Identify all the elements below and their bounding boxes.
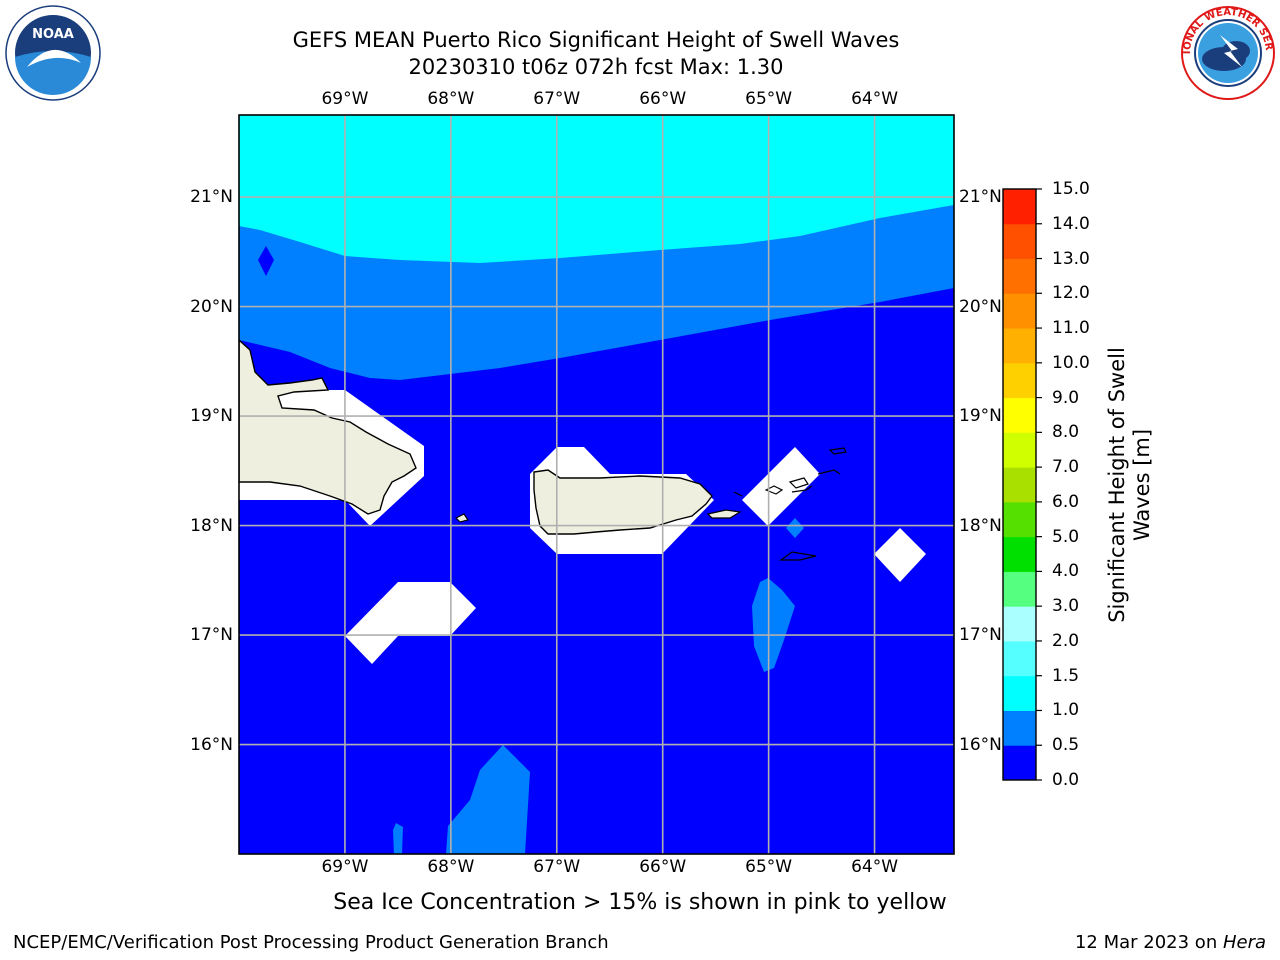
colorbar-bin bbox=[1003, 258, 1036, 294]
colorbar-tick-label: 1.0 bbox=[1052, 700, 1080, 721]
footer-date: 12 Mar 2023 on Hera bbox=[1075, 932, 1266, 953]
colorbar-tick-label: 11.0 bbox=[1052, 318, 1090, 339]
lat-label-left: 20°N bbox=[190, 296, 233, 317]
grid bbox=[239, 115, 954, 854]
land-mona-island bbox=[454, 513, 469, 523]
lat-label-right: 21°N bbox=[959, 187, 1002, 208]
swell-patch bbox=[258, 246, 274, 276]
colorbar-bin bbox=[1003, 432, 1036, 468]
colorbar-bin bbox=[1003, 571, 1036, 607]
lat-label-left: 16°N bbox=[190, 734, 233, 755]
colorbar-bin bbox=[1003, 536, 1036, 572]
colorbar-bin bbox=[1003, 293, 1036, 329]
noaa-logo-text: NOAA bbox=[32, 27, 74, 42]
lat-label-right: 18°N bbox=[959, 515, 1002, 536]
lat-label-left: 21°N bbox=[190, 187, 233, 208]
colorbar-tick-label: 14.0 bbox=[1052, 213, 1090, 234]
lat-label-right: 20°N bbox=[959, 296, 1002, 317]
colorbar-bin bbox=[1003, 675, 1036, 711]
colorbar-tick-label: 15.0 bbox=[1052, 179, 1090, 199]
nodata-mask bbox=[345, 582, 476, 664]
colorbar-tick-label: 6.0 bbox=[1052, 491, 1080, 512]
swell-patch bbox=[393, 823, 403, 854]
colorbar-tick-label: 12.0 bbox=[1052, 283, 1090, 304]
colorbar-tick-label: 8.0 bbox=[1052, 422, 1080, 443]
land-puerto-rico bbox=[533, 469, 713, 535]
colorbar-tick-label: 7.0 bbox=[1052, 457, 1080, 478]
lon-label-bottom: 67°W bbox=[533, 857, 581, 877]
colorbar-title-line1: Significant Height of Swell bbox=[1105, 347, 1129, 623]
colorbar-bin bbox=[1003, 467, 1036, 503]
colorbar-tick-label: 4.0 bbox=[1052, 561, 1080, 582]
colorbar-title: Significant Height of Swell Waves [m] bbox=[1105, 347, 1155, 623]
colorbar-tick-label: 2.0 bbox=[1052, 630, 1080, 651]
colorbar-frame bbox=[1002, 188, 1037, 781]
colorbar-bin bbox=[1003, 328, 1036, 364]
chart-subtitle: 20230310 t06z 072h fcst Max: 1.30 bbox=[408, 55, 784, 79]
colorbar-tick-label: 0.0 bbox=[1052, 770, 1080, 790]
footer-date-text: 12 Mar 2023 on bbox=[1074, 932, 1223, 953]
colorbar-tick-label: 3.0 bbox=[1052, 596, 1080, 617]
colorbar-tick-label: 5.0 bbox=[1052, 526, 1080, 547]
nodata-mask bbox=[742, 447, 820, 526]
colorbar-tick-label: 13.0 bbox=[1052, 248, 1090, 269]
footer-host: Hera bbox=[1222, 932, 1266, 953]
lon-label-bottom: 64°W bbox=[851, 857, 899, 877]
swell-patch bbox=[786, 518, 804, 538]
chart-title: GEFS MEAN Puerto Rico Significant Height… bbox=[292, 28, 900, 52]
lat-label-right: 19°N bbox=[959, 406, 1002, 427]
swell-band-high bbox=[239, 115, 954, 263]
lon-label-top: 66°W bbox=[639, 89, 687, 109]
lon-label-top: 68°W bbox=[427, 89, 475, 109]
lat-label-left: 18°N bbox=[190, 515, 233, 536]
land-vieques bbox=[706, 509, 742, 519]
footer-branch: NCEP/EMC/Verification Post Processing Pr… bbox=[13, 932, 609, 953]
colorbar-bin bbox=[1003, 397, 1036, 433]
lon-label-top: 69°W bbox=[321, 89, 369, 109]
lon-label-bottom: 65°W bbox=[745, 857, 793, 877]
colorbar-tick-label: 10.0 bbox=[1052, 352, 1090, 373]
colorbar-bin bbox=[1003, 223, 1036, 260]
nws-logo: NATIONAL WEATHER SERVICE bbox=[1180, 5, 1275, 100]
sea-ice-note: Sea Ice Concentration > 15% is shown in … bbox=[333, 890, 947, 915]
nodata-mask bbox=[874, 528, 926, 582]
lat-label-right: 16°N bbox=[959, 734, 1002, 755]
lat-label-right: 17°N bbox=[959, 625, 1002, 646]
swell-patch bbox=[752, 578, 795, 672]
colorbar-tick-label: 9.0 bbox=[1052, 387, 1080, 408]
lon-label-top: 64°W bbox=[851, 89, 899, 109]
colorbar-bin bbox=[1003, 710, 1036, 746]
colorbar-bin bbox=[1003, 362, 1036, 399]
colorbar-tick-label: 1.5 bbox=[1052, 665, 1080, 686]
colorbar-tick-label: 0.5 bbox=[1052, 735, 1080, 756]
colorbar-bin bbox=[1003, 640, 1036, 677]
map-frame bbox=[238, 114, 955, 855]
lon-label-top: 67°W bbox=[533, 89, 581, 109]
lat-label-left: 19°N bbox=[190, 406, 233, 427]
lon-label-bottom: 68°W bbox=[427, 857, 475, 877]
colorbar-bin bbox=[1003, 606, 1036, 642]
land-virgin-islands bbox=[733, 447, 847, 561]
colorbar-bin bbox=[1003, 189, 1036, 225]
lon-label-top: 65°W bbox=[745, 89, 793, 109]
lon-label-bottom: 66°W bbox=[639, 857, 687, 877]
colorbar-bin bbox=[1003, 501, 1036, 538]
lat-label-left: 17°N bbox=[190, 625, 233, 646]
noaa-logo: NOAA bbox=[5, 5, 101, 101]
swell-patch bbox=[446, 745, 530, 854]
lon-label-bottom: 69°W bbox=[321, 857, 369, 877]
colorbar-title-line2: Waves [m] bbox=[1130, 428, 1154, 542]
colorbar-bin bbox=[1003, 745, 1036, 781]
